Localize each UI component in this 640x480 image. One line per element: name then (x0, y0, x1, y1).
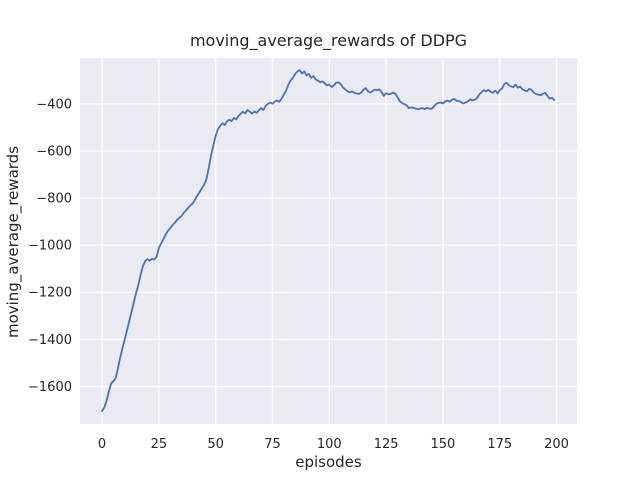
x-tick-label: 150 (431, 437, 456, 452)
x-tick-label: 125 (374, 437, 399, 452)
x-tick-label: 200 (544, 437, 569, 452)
x-tick-label: 50 (207, 437, 224, 452)
y-tick-label: −600 (36, 144, 72, 159)
chart-title: moving_average_rewards of DDPG (189, 31, 468, 50)
y-axis-label: moving_average_rewards (4, 145, 22, 339)
plot-background (80, 58, 577, 424)
reward-line-series (101, 69, 556, 413)
x-tick-label: 175 (487, 437, 512, 452)
y-tick-label: −1400 (28, 333, 72, 348)
y-tick-label: −1600 (28, 380, 72, 395)
y-tick-label: −1000 (28, 239, 72, 254)
x-tick-label: 25 (151, 437, 168, 452)
y-tick-label: −400 (36, 97, 72, 112)
x-tick-label: 75 (264, 437, 281, 452)
x-tick-label: 100 (317, 437, 342, 452)
y-tick-label: −800 (36, 192, 72, 207)
x-tick-label: 0 (98, 437, 106, 452)
x-axis-label: episodes (295, 453, 362, 471)
y-tick-label: −1200 (28, 286, 72, 301)
